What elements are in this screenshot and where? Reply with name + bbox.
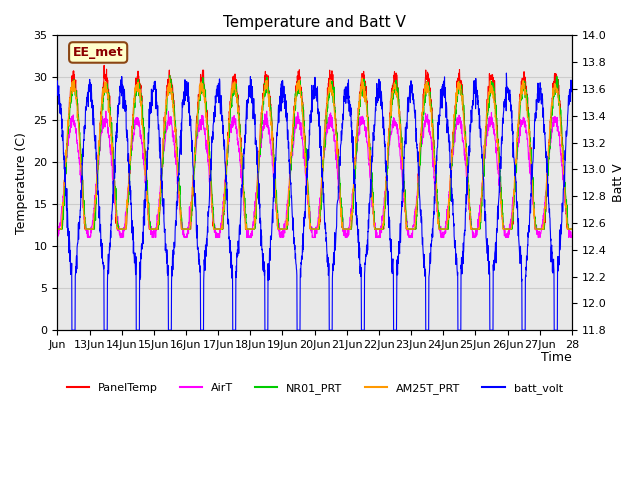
Text: EE_met: EE_met	[73, 46, 124, 59]
Title: Temperature and Batt V: Temperature and Batt V	[223, 15, 406, 30]
Legend: PanelTemp, AirT, NR01_PRT, AM25T_PRT, batt_volt: PanelTemp, AirT, NR01_PRT, AM25T_PRT, ba…	[62, 379, 567, 398]
Y-axis label: Batt V: Batt V	[612, 163, 625, 202]
X-axis label: Time: Time	[541, 351, 572, 364]
Y-axis label: Temperature (C): Temperature (C)	[15, 132, 28, 234]
